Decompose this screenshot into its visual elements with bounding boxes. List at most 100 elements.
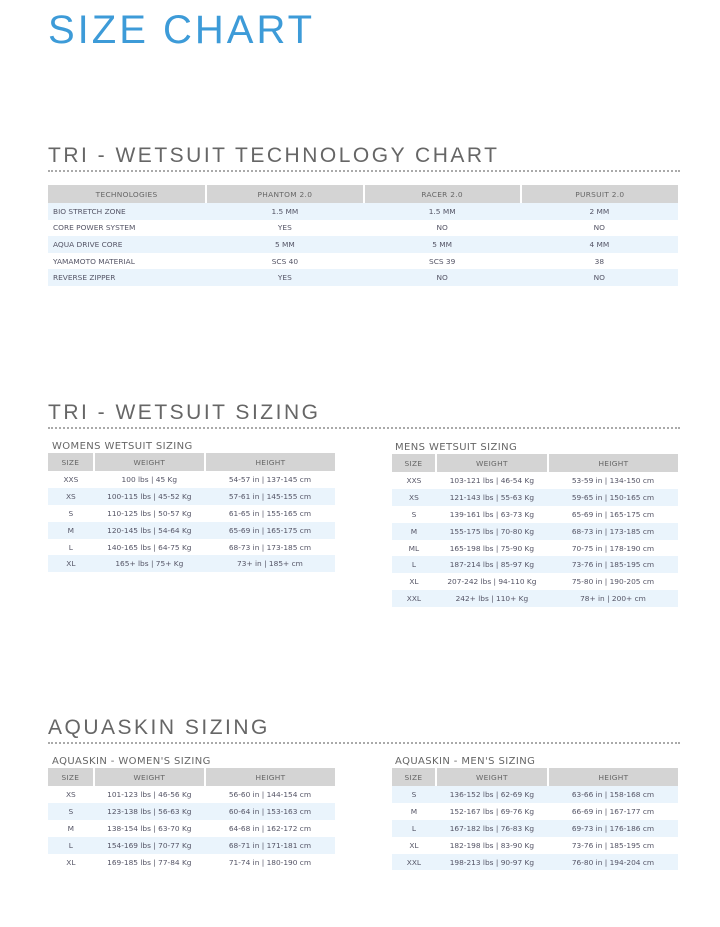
table-cell: AQUA DRIVE CORE <box>48 236 207 253</box>
table-cell: M <box>67 823 75 833</box>
table-row: BIO STRETCH ZONE 1.5 MM 1.5 MM 2 MM <box>48 203 678 220</box>
table-cell: XS <box>392 488 436 506</box>
column-header: TECHNOLOGIES <box>48 185 207 203</box>
table-row: XL 182-198 lbs | 83-90 Kg 73-76 in | 185-1… <box>392 837 678 854</box>
table-row: M 120-145 lbs | 54-64 Kg 65-69 in | 165-17… <box>48 521 335 539</box>
technology-heading: TRI - WETSUIT TECHNOLOGY CHART <box>48 144 500 167</box>
table-cell: 75-80 in | 190-205 cm <box>571 577 655 587</box>
table-cell: 73-76 in | 185-195 cm <box>571 840 655 850</box>
table-row: S 123-138 lbs | 56-63 Kg 60-64 in | 153-16… <box>48 802 335 820</box>
table-cell: YES <box>206 269 364 286</box>
header-row: SIZE WEIGHT HEIGHT <box>48 768 335 786</box>
table-cell: 110-125 lbs | 50-57 Kg <box>107 508 192 518</box>
table-cell: SCS 40 <box>271 256 299 266</box>
dotted-divider <box>48 170 680 172</box>
table-cell: 1.5 MM <box>363 203 521 220</box>
table-row: YAMAMOTO MATERIAL SCS 40 SCS 39 38 <box>48 253 678 270</box>
table-cell: 167-182 lbs | 76-83 Kg <box>435 819 548 837</box>
table-row: XL 165+ lbs | 75+ Kg 73+ in | 185+ cm <box>48 555 335 573</box>
table-cell: 65-69 in | 165-175 cm <box>204 521 335 539</box>
table-row: XS 100-115 lbs | 45-52 Kg 57-61 in | 145-1… <box>48 487 335 505</box>
wetsuit-section: TRI - WETSUIT SIZING <box>48 401 680 429</box>
mens-wetsuit: MENS WETSUIT SIZING SIZE WEIGHT HEIGHT XXS 1… <box>392 442 678 608</box>
table-cell: 169-185 lbs | 77-84 Kg <box>107 857 192 867</box>
table-cell: S <box>68 508 74 518</box>
table-cell: NO <box>593 223 606 233</box>
mens-wetsuit-table: SIZE WEIGHT HEIGHT XXS 103-121 lbs | 46-54 K… <box>392 454 678 608</box>
aquaskin-mens-label: AQUASKIN - MEN'S SIZING <box>395 756 536 767</box>
womens-wetsuit-table: SIZE WEIGHT HEIGHT XXS 100 lbs | 45 Kg 54-57 … <box>48 453 335 573</box>
table-cell: NO <box>363 269 521 286</box>
table-cell: NO <box>436 223 448 233</box>
table-cell: XL <box>66 857 76 867</box>
column-header: HEIGHT <box>546 454 678 472</box>
table-cell: 4 MM <box>520 236 678 253</box>
aquaskin-mens-table: SIZE WEIGHT HEIGHT S 136-152 lbs | 62-69 Kg 6… <box>392 768 678 871</box>
column-header: SIZE <box>48 453 94 471</box>
table-cell: 136-152 lbs | 62-69 Kg <box>435 786 548 803</box>
table-cell: XL <box>409 577 419 587</box>
table-cell: 5 MM <box>206 236 364 253</box>
table-cell: 101-123 lbs | 46-56 Kg <box>107 789 192 799</box>
table-row: XXS 103-121 lbs | 46-54 Kg 53-59 in | 134-… <box>392 472 678 489</box>
aquaskin-womens: AQUASKIN - WOMEN'S SIZING SIZE WEIGHT HEIG… <box>48 756 335 870</box>
table-cell: 69-73 in | 176-186 cm <box>547 819 678 837</box>
column-header: SIZE <box>392 454 436 472</box>
column-header: PURSUIT 2.0 <box>519 185 678 203</box>
table-row: S 139-161 lbs | 63-73 Kg 65-69 in | 165-17… <box>392 506 678 523</box>
table-cell: 64-68 in | 162-172 cm <box>228 823 312 833</box>
table-cell: L <box>68 542 73 552</box>
dotted-divider <box>48 427 680 429</box>
table-row: S 110-125 lbs | 50-57 Kg 61-65 in | 155-16… <box>48 505 335 522</box>
table-cell: 71-74 in | 180-190 cm <box>228 857 312 867</box>
table-row: M 152-167 lbs | 69-76 Kg 66-69 in | 167-17… <box>392 803 678 820</box>
table-row: M 138-154 lbs | 63-70 Kg 64-68 in | 162-17… <box>48 820 335 837</box>
table-cell: 165-198 lbs | 75-90 Kg <box>449 543 535 553</box>
womens-wetsuit-label: WOMENS WETSUIT SIZING <box>52 441 193 452</box>
womens-wetsuit: WOMENS WETSUIT SIZING SIZE WEIGHT HEIGHT XX… <box>48 441 335 573</box>
table-cell: 70-75 in | 178-190 cm <box>571 543 655 553</box>
column-header: HEIGHT <box>203 453 335 471</box>
table-row: XXL 198-213 lbs | 90-97 Kg 76-80 in | 194-… <box>392 853 678 871</box>
table-cell: 76-80 in | 194-204 cm <box>547 853 678 871</box>
table-row: CORE POWER SYSTEM YES NO NO <box>48 220 678 237</box>
wetsuit-heading: TRI - WETSUIT SIZING <box>48 401 321 424</box>
table-cell: 73+ in | 185+ cm <box>204 555 335 573</box>
aquaskin-womens-table: SIZE WEIGHT HEIGHT XS 101-123 lbs | 46-56 Kg… <box>48 768 335 870</box>
table-cell: XXS <box>63 474 79 484</box>
table-cell: 61-65 in | 155-165 cm <box>228 508 312 518</box>
table-row: XXL 242+ lbs | 110+ Kg 78+ in | 200+ cm <box>392 590 678 608</box>
table-cell: 38 <box>594 256 605 266</box>
table-cell: XS <box>65 789 76 799</box>
table-cell: BIO STRETCH ZONE <box>48 203 207 220</box>
table-cell: S <box>392 786 436 803</box>
column-header: HEIGHT <box>203 768 335 786</box>
table-row: M 155-175 lbs | 70-80 Kg 68-73 in | 173-18… <box>392 522 678 540</box>
table-cell: 182-198 lbs | 83-90 Kg <box>449 840 535 850</box>
column-header: WEIGHT <box>92 453 205 471</box>
table-cell: M <box>48 521 94 539</box>
table-cell: 242+ lbs | 110+ Kg <box>435 590 548 608</box>
aquaskin-heading: AQUASKIN SIZING <box>48 716 270 739</box>
table-cell: CORE POWER SYSTEM <box>53 223 136 233</box>
column-header: WEIGHT <box>434 768 548 786</box>
table-cell: L <box>392 556 436 574</box>
column-header: SIZE <box>392 768 436 786</box>
table-cell: REVERSE ZIPPER <box>48 269 207 286</box>
table-cell: 5 MM <box>363 236 521 253</box>
table-row: L 167-182 lbs | 76-83 Kg 69-73 in | 176-18… <box>392 819 678 837</box>
table-row: ML 165-198 lbs | 75-90 Kg 70-75 in | 178-1… <box>392 540 678 557</box>
table-cell: 155-175 lbs | 70-80 Kg <box>435 522 548 540</box>
table-cell: XXL <box>392 853 436 871</box>
table-cell: L <box>48 836 94 854</box>
table-cell: 57-61 in | 145-155 cm <box>204 487 335 505</box>
table-cell: XL <box>48 555 94 573</box>
table-cell: 140-165 lbs | 64-75 Kg <box>107 542 192 552</box>
column-header: HEIGHT <box>546 768 678 786</box>
table-cell: 66-69 in | 167-177 cm <box>571 806 655 816</box>
table-cell: 187-214 lbs | 85-97 Kg <box>435 556 548 574</box>
table-cell: S <box>411 509 417 519</box>
table-cell: 68-73 in | 173-185 cm <box>228 542 312 552</box>
page-title: SIZE CHART <box>48 8 316 52</box>
technology-section: TRI - WETSUIT TECHNOLOGY CHART <box>48 144 680 172</box>
